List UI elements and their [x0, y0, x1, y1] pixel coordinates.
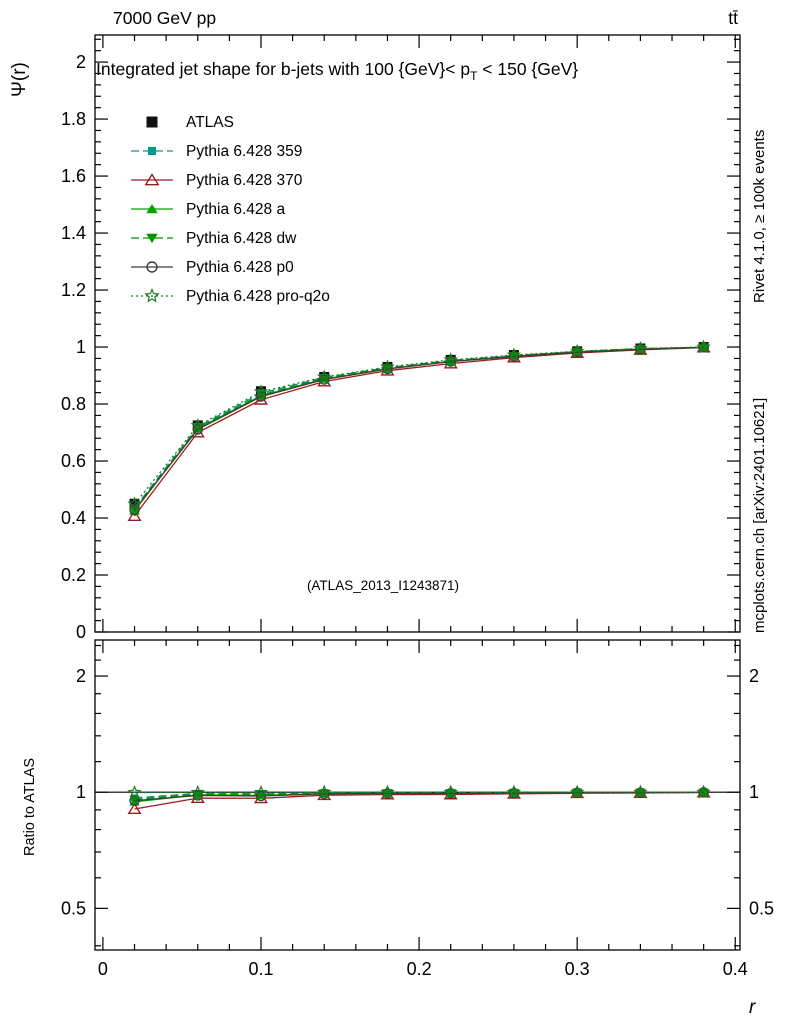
series-pythia-6428-pro-q2o [127, 339, 711, 511]
legend-item-atlas: ATLAS [146, 114, 234, 131]
series-pythia-6428-p0 [129, 342, 709, 516]
ratio-series-pythia-6428-370 [127, 786, 711, 814]
svg-text:0.5: 0.5 [61, 898, 86, 918]
svg-text:1: 1 [76, 337, 86, 357]
svg-text:1.4: 1.4 [61, 223, 86, 243]
series-pythia-6428-a [129, 342, 709, 515]
legend-item-pythia-6428-pro-q2o: Pythia 6.428 pro-q2o [131, 287, 330, 305]
svg-text:2: 2 [76, 666, 86, 686]
legend-item-pythia-6428-359: Pythia 6.428 359 [131, 143, 302, 160]
ratio-series-pythia-6428-p0 [129, 787, 709, 806]
svg-text:0.8: 0.8 [61, 394, 86, 414]
main-y-axis-label: Ψ(r) [9, 62, 30, 97]
series-pythia-6428-dw [129, 343, 709, 514]
svg-text:1: 1 [749, 782, 759, 802]
plot-title-pre: Integrated jet shape for b-jets with 100… [96, 59, 470, 79]
legend-item-pythia-6428-dw: Pythia 6.428 dw [131, 230, 297, 247]
plot-series-area [95, 339, 740, 814]
ratio-y-axis-label: Ratio to ATLAS [22, 758, 38, 856]
process-label: tt̄ [728, 8, 738, 28]
svg-text:0.2: 0.2 [61, 565, 86, 585]
x-axis-label: r [749, 997, 756, 1018]
legend: ATLAS Pythia 6.428 359 Pythia 6.428 370 Pyt… [131, 114, 330, 305]
ratio-series-pythia-6428-pro-q2o [127, 784, 711, 799]
analysis-watermark: (ATLAS_2013_I1243871) [307, 578, 459, 593]
svg-text:1.2: 1.2 [61, 280, 86, 300]
series-pythia-6428-370 [127, 341, 711, 521]
plot-title: Integrated jet shape for b-jets with 100… [96, 59, 578, 83]
svg-text:0.6: 0.6 [61, 451, 86, 471]
svg-text:0: 0 [98, 959, 108, 979]
legend-label: Pythia 6.428 dw [186, 230, 297, 247]
svg-text:2: 2 [76, 52, 86, 72]
legend-label: Pythia 6.428 359 [186, 143, 302, 160]
beam-energy-label: 7000 GeV pp [113, 8, 216, 28]
rivet-version-note: Rivet 4.1.0, ≥ 100k events [751, 130, 768, 303]
legend-label: Pythia 6.428 370 [186, 172, 303, 189]
svg-text:0.3: 0.3 [565, 959, 590, 979]
legend-label: Pythia 6.428 a [186, 201, 285, 218]
legend-item-pythia-6428-a: Pythia 6.428 a [131, 201, 285, 218]
series-pythia-6428-359 [131, 343, 708, 512]
svg-text:0: 0 [76, 622, 86, 642]
legend-item-pythia-6428-370: Pythia 6.428 370 [131, 172, 303, 189]
legend-label: ATLAS [186, 114, 234, 131]
axes-and-ticks: 0 0.1 0.2 0.3 0.4 0 0.2 0.4 0.6 0.8 1 1.2 1.4 1.6 1.8 2… [61, 34, 774, 979]
svg-text:0.4: 0.4 [723, 959, 748, 979]
plot-title-subscript: T [470, 69, 478, 83]
svg-text:0.2: 0.2 [407, 959, 432, 979]
svg-text:2: 2 [749, 666, 759, 686]
legend-label: Pythia 6.428 pro-q2o [186, 288, 330, 305]
svg-text:0.4: 0.4 [61, 508, 86, 528]
ratio-series-pythia-6428-a [129, 787, 709, 806]
svg-text:1.6: 1.6 [61, 166, 86, 186]
plot-title-post: < 150 {GeV} [477, 59, 578, 79]
svg-text:1.8: 1.8 [61, 109, 86, 129]
svg-text:0.5: 0.5 [749, 898, 774, 918]
legend-item-pythia-6428-p0: Pythia 6.428 p0 [131, 259, 294, 276]
svg-text:1: 1 [76, 782, 86, 802]
legend-label: Pythia 6.428 p0 [186, 259, 294, 276]
mcplots-arxiv-note: mcplots.cern.ch [arXiv:2401.10621] [751, 398, 768, 633]
svg-text:0.1: 0.1 [248, 959, 273, 979]
